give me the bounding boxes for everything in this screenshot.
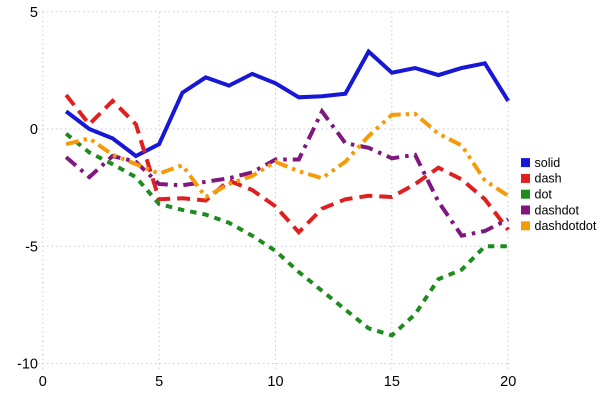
x-tick-label: 10 xyxy=(267,374,283,390)
legend-label-dashdotdot: dashdotdot xyxy=(535,219,597,233)
series-line-dot xyxy=(64,132,509,338)
series-line-dash xyxy=(64,93,510,236)
grid-layer xyxy=(38,11,509,369)
series-line-solid xyxy=(64,48,510,159)
legend-label-solid: solid xyxy=(535,156,561,170)
legend-label-dot: dot xyxy=(535,188,553,202)
axis-layer: 0 5 10 15 20 5 0 -5 -10 xyxy=(17,5,516,390)
y-tick-label: -5 xyxy=(25,239,38,255)
x-tick-label: 0 xyxy=(39,374,47,390)
legend-swatch-dash xyxy=(521,173,530,183)
y-tick-label: 5 xyxy=(30,5,38,21)
legend-swatch-dashdot xyxy=(521,205,530,215)
legend-label-dashdot: dashdot xyxy=(535,203,580,217)
legend-label-dash: dash xyxy=(535,172,562,186)
y-tick-label: 0 xyxy=(30,122,38,138)
legend-swatch-solid xyxy=(521,158,530,168)
x-tick-label: 15 xyxy=(384,374,400,390)
legend-swatch-dashdotdot xyxy=(521,221,530,231)
x-tick-label: 5 xyxy=(155,374,163,390)
series-layer xyxy=(64,48,510,338)
x-tick-label: 20 xyxy=(500,374,516,390)
series-line-dashdotdot xyxy=(65,111,510,200)
legend-swatch-dot xyxy=(521,189,530,199)
y-tick-label: -10 xyxy=(17,357,38,373)
